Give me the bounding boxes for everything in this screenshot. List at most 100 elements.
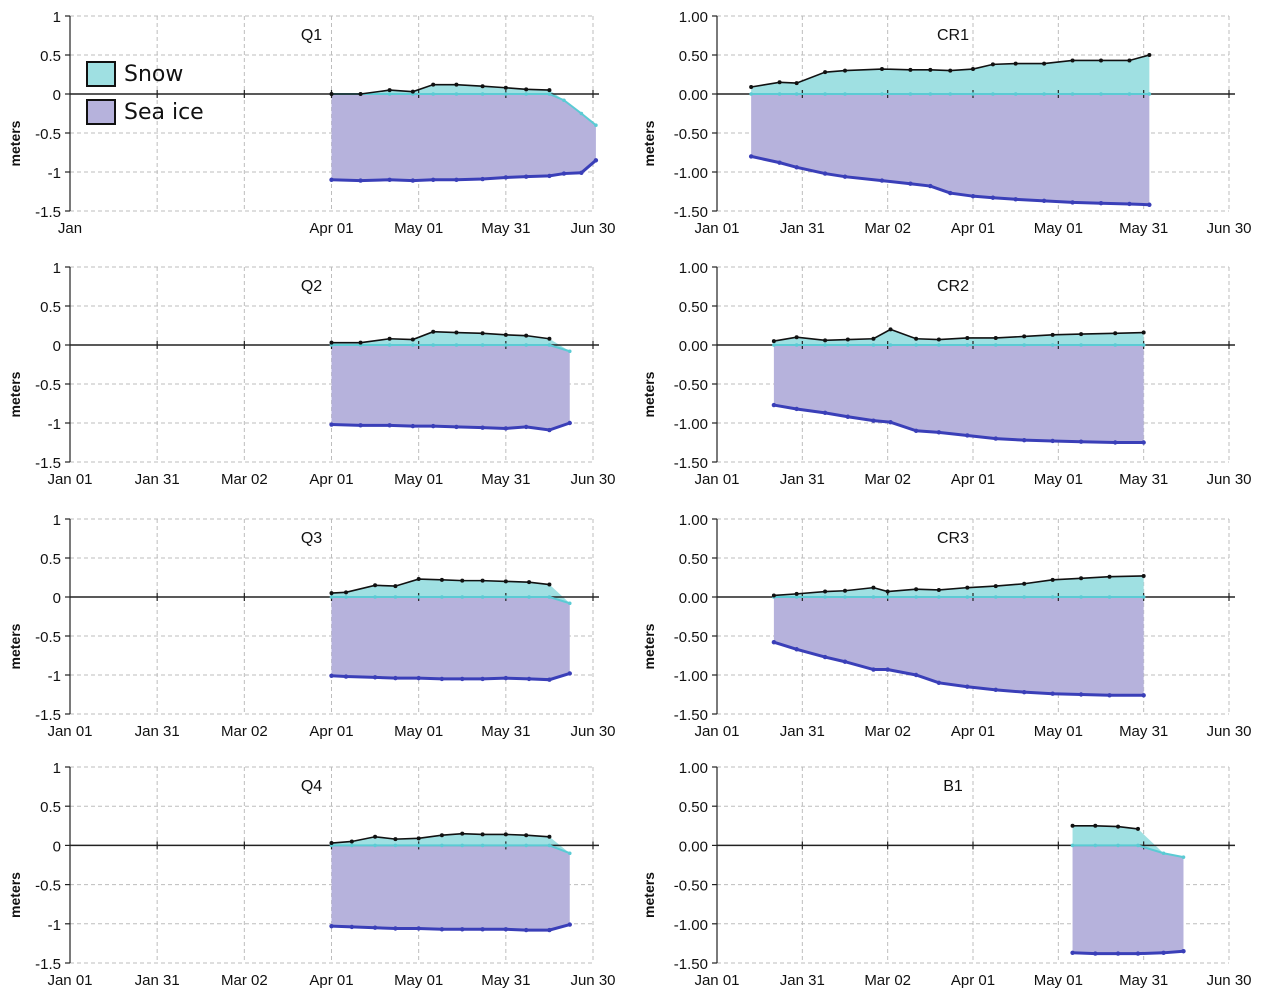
snow-top-point	[1113, 331, 1118, 336]
legend-item-snow: Snow	[86, 59, 183, 89]
interface-point	[547, 843, 552, 848]
interface-point	[373, 843, 377, 848]
x-tick-label: Mar 02	[864, 972, 911, 989]
x-tick-label: May 31	[1119, 723, 1168, 740]
y-tick-label: 0.5	[40, 48, 61, 65]
interface-point	[567, 851, 572, 856]
y-tick-label: -1.50	[674, 707, 708, 724]
interface-point	[914, 595, 918, 599]
ice-bottom-point	[387, 423, 392, 428]
y-tick-label: -1	[48, 416, 61, 433]
snow-top-point	[1093, 823, 1098, 828]
ice-bottom-point	[965, 684, 970, 689]
ice-bottom-point	[503, 927, 509, 932]
snow-top-point	[965, 585, 970, 590]
legend: Snow Sea ice	[86, 59, 216, 129]
ice-bottom-point	[430, 423, 436, 429]
y-tick-label: 0.50	[679, 799, 708, 816]
ice-bottom-line	[331, 923, 571, 932]
interface-point	[1013, 92, 1018, 96]
panel-title: CR1	[937, 27, 969, 44]
y-tick-label: 0.50	[679, 299, 708, 316]
snow-top-point	[1107, 574, 1112, 579]
y-tick-label: 0.5	[40, 799, 61, 816]
ice-bottom-point	[822, 410, 828, 416]
interface-point	[794, 343, 799, 347]
ice-bottom-point	[358, 423, 363, 428]
ice-bottom-point	[349, 924, 355, 930]
ice-bottom-point	[329, 177, 334, 182]
x-tick-label: Jan 31	[780, 220, 825, 237]
x-tick-label: Mar 02	[864, 723, 911, 740]
ice-bottom-point	[387, 177, 392, 182]
legend-label-snow: Snow	[124, 61, 184, 87]
y-tick-label: 1	[53, 760, 61, 777]
interface-point	[965, 343, 970, 347]
y-tick-label: -0.50	[674, 878, 708, 895]
ice-bottom-point	[480, 425, 485, 430]
x-tick-label: Jan 01	[694, 220, 739, 237]
y-tick-label: 1.00	[679, 260, 708, 277]
snow-top-point	[480, 84, 485, 89]
interface-point	[567, 349, 572, 354]
snow-top-point	[1022, 581, 1027, 586]
ice-bottom-point	[329, 923, 334, 929]
x-tick-label: May 01	[1034, 723, 1083, 740]
ice-bottom-point	[1161, 950, 1166, 956]
snow-area	[773, 575, 1144, 597]
y-tick-label: 0	[53, 87, 61, 104]
ice-bottom-point	[547, 927, 552, 933]
y-tick-label: -1.00	[674, 668, 708, 685]
snow-top-point	[524, 87, 529, 92]
y-tick-label: -1.00	[674, 165, 708, 182]
y-tick-label: 0.5	[40, 551, 61, 568]
ice-bottom-point	[993, 687, 998, 693]
sea-ice-swatch	[86, 99, 116, 125]
y-tick-label: -0.50	[674, 629, 708, 646]
ice-bottom-point	[416, 675, 421, 681]
snow-top-point	[547, 582, 552, 587]
snow-top-point	[503, 832, 508, 837]
interface-point	[1107, 595, 1112, 599]
y-axis-label: meters	[7, 872, 23, 918]
snow-top-point	[1147, 53, 1152, 57]
snow-top-point	[358, 92, 363, 96]
snow-top-point	[460, 831, 465, 836]
interface-point	[993, 343, 998, 347]
x-tick-label: Jan 31	[780, 723, 825, 740]
ice-bottom-point	[372, 925, 378, 930]
x-tick-label: Jun 30	[1206, 471, 1251, 488]
x-tick-label: Jan	[58, 220, 82, 237]
sea-ice-area	[331, 597, 570, 680]
snow-top-point	[373, 834, 378, 839]
y-tick-label: 0	[53, 590, 61, 607]
interface-point	[1141, 343, 1146, 347]
ice-bottom-point	[1147, 202, 1152, 207]
interface-point	[440, 843, 444, 848]
ice-bottom-point	[567, 922, 572, 927]
interface-point	[1042, 92, 1046, 96]
ice-bottom-point	[393, 926, 398, 931]
snow-top-point	[749, 84, 754, 89]
ice-bottom-point	[526, 676, 532, 682]
snow-top-point	[990, 62, 995, 67]
ice-bottom-point	[454, 424, 459, 430]
ice-bottom-point	[1078, 439, 1084, 444]
interface-point	[547, 92, 552, 96]
x-tick-label: Apr 01	[951, 220, 995, 237]
interface-point	[1161, 851, 1166, 856]
snow-ice-interface-line	[331, 596, 571, 605]
snow-top-line	[1072, 824, 1139, 830]
ice-bottom-point	[503, 675, 509, 681]
x-tick-label: Apr 01	[309, 471, 353, 488]
interface-point	[823, 343, 827, 347]
x-tick-label: May 01	[1034, 220, 1083, 237]
y-tick-label: -1.5	[35, 707, 61, 724]
snow-top-point	[503, 579, 508, 584]
snow-top-point	[1070, 823, 1075, 828]
y-tick-label: 1.00	[679, 760, 708, 777]
